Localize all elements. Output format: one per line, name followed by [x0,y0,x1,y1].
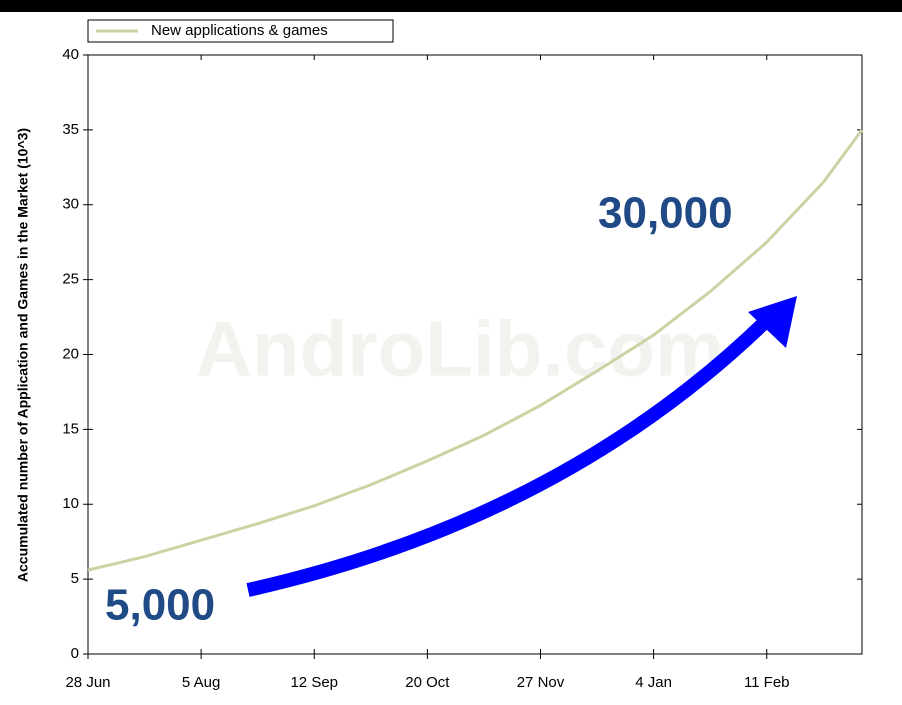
y-tick-label: 10 [62,495,79,512]
annotation: 30,000 [598,189,733,238]
arrow-shaft [246,316,770,597]
y-tick-label: 30 [62,196,79,213]
x-tick-label: 20 Oct [405,674,450,691]
y-tick-label: 20 [62,345,79,362]
y-axis-label: Accumulated number of Application and Ga… [15,128,31,582]
y-tick-label: 5 [71,570,79,587]
legend-box [87,19,394,43]
x-tick-label: 4 Jan [635,674,672,691]
y-tick-label: 25 [62,271,79,288]
y-tick-label: 0 [71,645,79,662]
y-tick-label: 40 [62,46,79,63]
series-line [87,128,864,572]
top-bar [0,0,902,12]
y-tick-label: 35 [62,121,79,138]
x-tick-label: 27 Nov [517,674,565,691]
x-tick-label: 12 Sep [290,674,338,691]
legend-label: New applications & games [151,22,328,39]
annotation: 5,000 [105,581,215,630]
x-tick-label: 28 Jun [65,674,110,691]
watermark: AndroLib.com [196,305,725,393]
x-tick-label: 5 Aug [182,674,220,691]
x-tick-label: 11 Feb [744,674,790,691]
arrow-head [748,296,797,348]
y-tick-label: 15 [62,420,79,437]
